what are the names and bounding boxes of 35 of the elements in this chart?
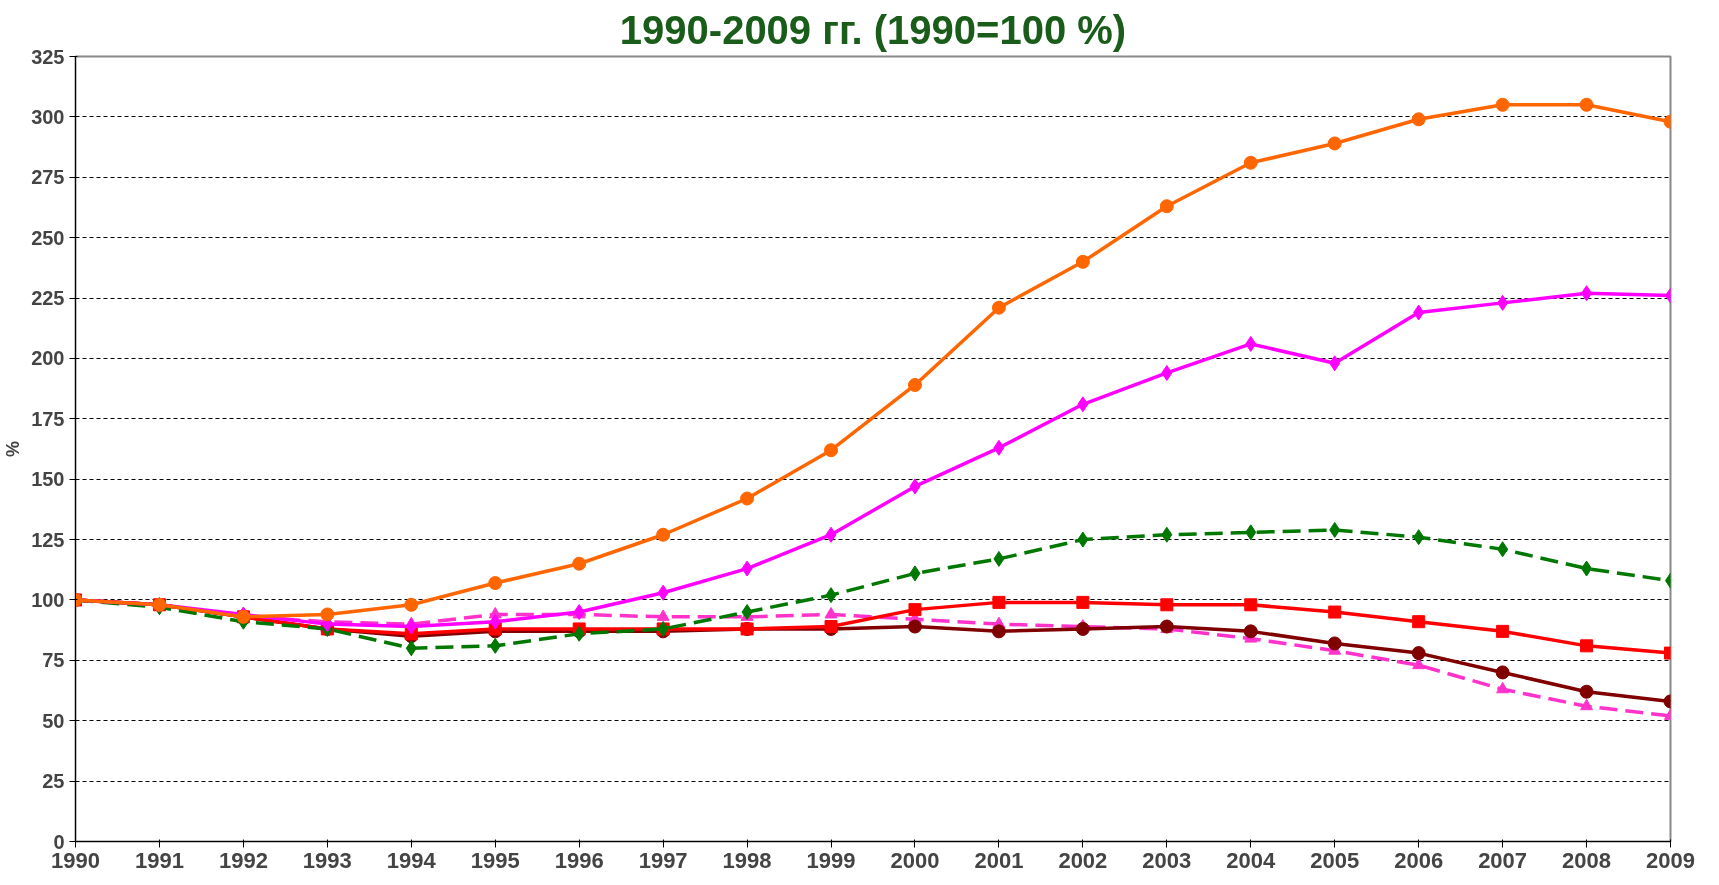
x-tick-label: 1992	[218, 847, 268, 873]
x-tick-label: 1995	[470, 847, 520, 873]
x-tick-label: 1994	[386, 847, 437, 873]
x-tick-label: 2005	[1310, 847, 1360, 873]
x-tick-label: 1999	[806, 847, 856, 873]
y-tick-label: 125	[31, 528, 65, 551]
y-tick-label: 325	[31, 45, 65, 68]
y-tick-label: 200	[31, 347, 65, 370]
y-tick-label: 150	[31, 468, 65, 491]
x-tick-label: 2003	[1142, 847, 1192, 873]
y-tick-label: 175	[31, 407, 65, 430]
y-tick-label: 100	[31, 588, 65, 611]
y-tick-label: 250	[31, 226, 65, 249]
y-tick-label: 300	[31, 105, 65, 128]
x-tick-label: 2004	[1226, 847, 1276, 873]
x-tick-label: 2002	[1058, 847, 1108, 873]
y-tick-label: 225	[31, 287, 65, 310]
y-tick-label: 75	[42, 649, 65, 672]
x-tick-label: 2008	[1562, 847, 1612, 873]
x-tick-label: 1996	[554, 847, 604, 873]
x-tick-label: 1991	[134, 847, 184, 873]
x-tick-label: 1998	[722, 847, 772, 873]
y-tick-label: 25	[42, 770, 65, 793]
x-tick-label: 1993	[302, 847, 352, 873]
y-tick-label: 0	[53, 830, 65, 853]
chart-title: 1990-2009 гг. (1990=100 %)	[619, 7, 1127, 52]
x-tick-label: 2009	[1646, 847, 1695, 873]
x-tick-label: 2000	[890, 847, 940, 873]
x-tick-label: 2007	[1478, 847, 1528, 873]
x-tick-label: 1997	[638, 847, 688, 873]
y-tick-label: 275	[31, 166, 65, 189]
y-tick-label: 50	[42, 709, 65, 732]
y-axis-title: %	[3, 440, 24, 457]
x-tick-label: 2006	[1394, 847, 1444, 873]
x-tick-label: 2001	[974, 847, 1024, 873]
